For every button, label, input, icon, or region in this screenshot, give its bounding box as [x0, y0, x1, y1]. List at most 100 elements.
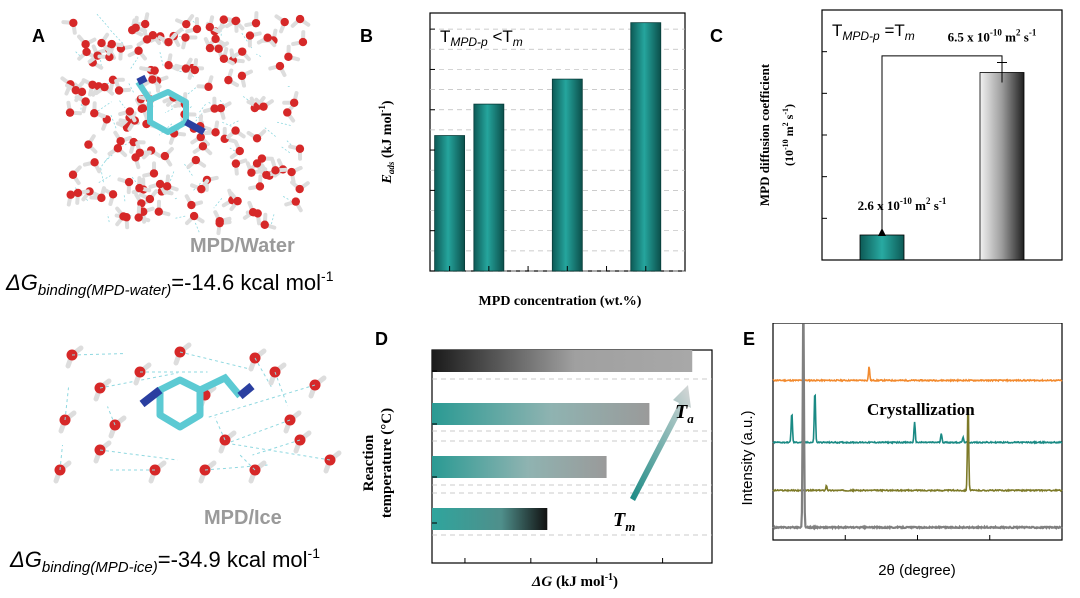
panel-c-title: TMPD-p =Tm [832, 21, 915, 43]
oxygen-atom [187, 200, 196, 210]
hydrogen-bond [119, 100, 126, 109]
water-molecule [134, 205, 151, 223]
hydrogen-bond [99, 449, 178, 461]
oxygen-atom [90, 109, 99, 118]
water-molecule [284, 44, 301, 62]
hydrogen-bond [241, 32, 253, 49]
hydrogen-bond [174, 197, 178, 200]
water-molecule [181, 33, 198, 50]
water-molecule [82, 158, 102, 174]
oxygen-atom [181, 33, 190, 42]
oxygen-atom [134, 213, 143, 222]
hydrogen-bond [274, 371, 288, 407]
hydrogen-bond [130, 57, 139, 69]
oxygen-atom [142, 35, 152, 44]
hydrogen-bond [95, 13, 110, 28]
oxygen-atom [97, 38, 106, 48]
water-molecule [220, 126, 237, 144]
amine-group [184, 118, 206, 136]
water-molecule [290, 180, 310, 194]
oxygen-atom [150, 66, 159, 75]
water-molecule [118, 107, 137, 123]
water-molecule [102, 187, 118, 206]
oxygen-atom [210, 104, 219, 113]
oxygen-atom [280, 17, 289, 27]
oxygen-atom [192, 24, 202, 34]
oxygen-atom [231, 159, 241, 168]
panel-c-y-axis-label: MPD diffusion coefficient [757, 63, 772, 206]
bar-1.0 [473, 103, 505, 272]
oxygen-atom [164, 61, 173, 70]
hydrogen-bond [193, 179, 205, 191]
oxygen-atom [298, 37, 308, 47]
oxygen-atom [247, 168, 256, 177]
water-molecule [106, 39, 124, 56]
oxygen-atom [190, 65, 200, 75]
oxygen-atom [160, 151, 170, 161]
oxygen-atom [231, 126, 240, 135]
hydrogen-bond [107, 213, 110, 223]
water-molecule [174, 57, 193, 73]
water-molecule [84, 134, 98, 154]
oxygen-atom [248, 207, 258, 217]
oxygen-atom [148, 30, 158, 40]
oxygen-atom [262, 170, 271, 180]
water-molecule [237, 69, 253, 88]
oxygen-atom [135, 183, 144, 193]
mpd-bond [135, 80, 153, 102]
water-molecule [131, 15, 148, 34]
water-molecule [115, 206, 128, 227]
water-molecule [290, 14, 311, 28]
bar-c-panf [979, 72, 1025, 261]
oxygen-atom [219, 54, 229, 63]
temperature-trend-arrow [630, 385, 691, 501]
oxygen-atom [134, 46, 143, 55]
oxygen-atom [205, 22, 215, 32]
oxygen-atom [113, 144, 123, 153]
water-molecule [81, 78, 97, 97]
hydrogen-bond [104, 154, 113, 163]
hydrogen-bond [207, 384, 316, 418]
water-molecule [135, 141, 152, 157]
oxygen-atom [124, 177, 134, 187]
oxygen-atom [289, 98, 299, 107]
water-molecule [224, 16, 245, 31]
xrd-pattern-2 [772, 407, 1063, 493]
hydrogen-bond [252, 439, 301, 456]
water-molecule [108, 75, 125, 92]
water-molecule [196, 75, 214, 92]
oxygen-atom [197, 184, 206, 194]
bar-8-c [432, 456, 607, 478]
oxygen-atom [137, 199, 146, 208]
oxygen-atom [68, 170, 78, 179]
water-molecule [224, 68, 240, 88]
oxygen-atom [189, 211, 199, 221]
water-molecule [142, 75, 162, 89]
xrd-pattern-0 [772, 366, 1063, 383]
oxygen-atom [198, 142, 208, 151]
water-molecule [274, 14, 289, 34]
oxygen-atom [216, 103, 226, 113]
amine-group [139, 386, 163, 408]
oxygen-atom [149, 169, 159, 178]
water-molecule [175, 14, 195, 29]
water-molecule [216, 101, 232, 120]
water-molecule [202, 96, 219, 114]
oxygen-atom [139, 207, 148, 216]
oxygen-atom [131, 23, 140, 32]
water-molecule [164, 53, 180, 72]
oxygen-atom [233, 196, 242, 206]
water-molecule [229, 139, 244, 160]
hydrogen-bond [165, 104, 181, 114]
water-molecule [186, 155, 207, 169]
water-molecule [256, 33, 277, 48]
oxygen-atom [237, 71, 247, 81]
hydrogen-bond [75, 51, 83, 58]
oxygen-atom [162, 182, 172, 191]
water-molecule [97, 32, 111, 53]
oxygen-atom [231, 16, 240, 26]
water-molecule [229, 191, 242, 212]
oxygen-atom [287, 167, 296, 177]
oxygen-atom [263, 33, 272, 42]
water-molecule [114, 78, 132, 95]
